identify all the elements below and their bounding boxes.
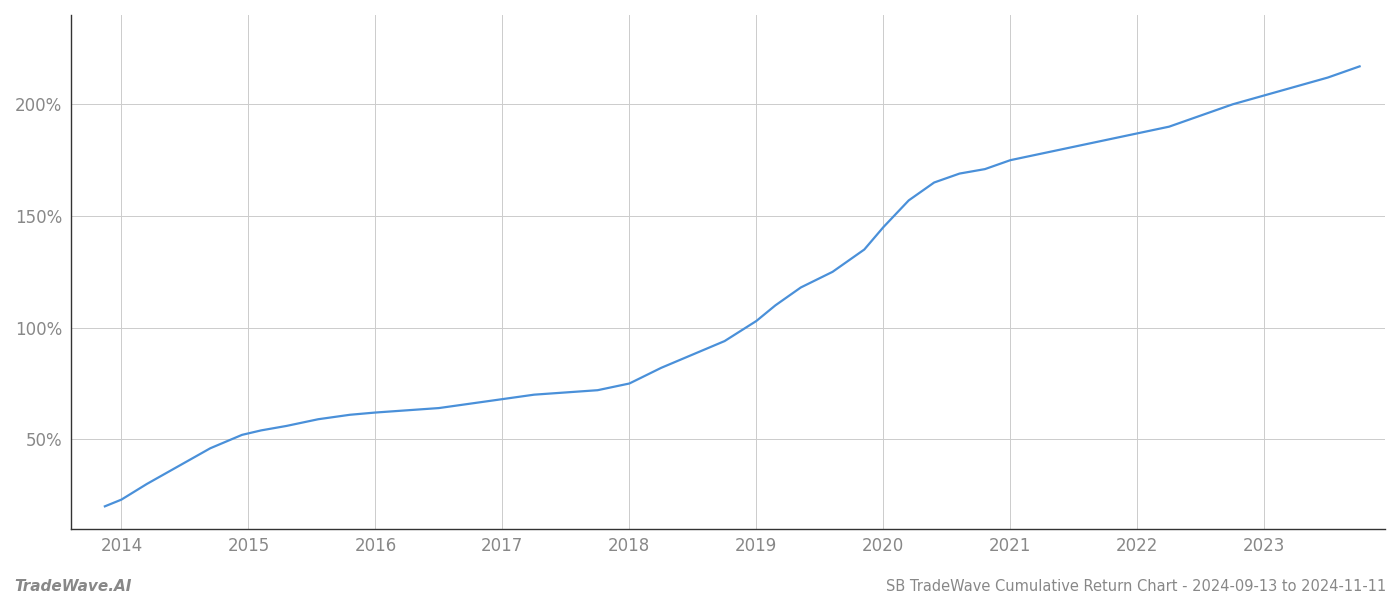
Text: SB TradeWave Cumulative Return Chart - 2024-09-13 to 2024-11-11: SB TradeWave Cumulative Return Chart - 2… [886,579,1386,594]
Text: TradeWave.AI: TradeWave.AI [14,579,132,594]
